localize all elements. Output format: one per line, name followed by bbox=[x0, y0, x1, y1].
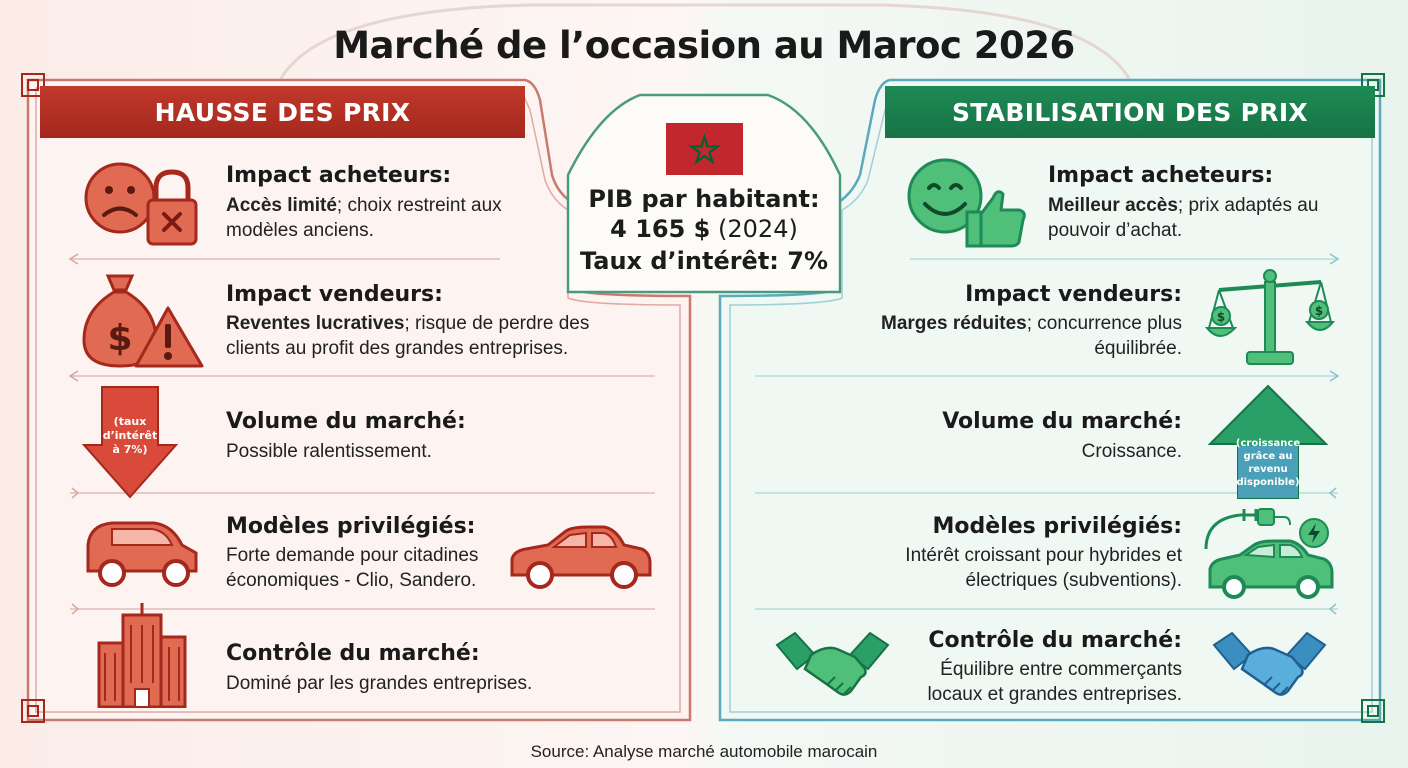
interest-rate: Taux d’intérêt: 7% bbox=[579, 247, 829, 275]
left-row2-text: Reventes lucratives; risque de perdre de… bbox=[226, 311, 626, 361]
right-row2-rest: ; concurrence plus équilibrée. bbox=[1026, 313, 1182, 359]
banner-hausse: HAUSSE DES PRIX bbox=[40, 86, 525, 138]
left-row2-title: Impact vendeurs: bbox=[226, 282, 443, 307]
right-row1-bold: Meilleur accès bbox=[1048, 195, 1178, 216]
right-row1-title: Impact acheteurs: bbox=[1048, 163, 1274, 188]
pib-label: PIB par habitant: bbox=[588, 185, 820, 213]
money-bag-warning-icon: $ bbox=[82, 274, 204, 368]
handshake-blue-icon bbox=[1212, 631, 1327, 696]
right-row5-title: Contrôle du marché: bbox=[928, 628, 1182, 653]
pib-year: (2024) bbox=[718, 215, 798, 243]
source-note: Source: Analyse marché automobile maroca… bbox=[530, 742, 878, 761]
sedan-car-icon bbox=[510, 525, 652, 589]
pib-value: 4 165 $ bbox=[610, 215, 711, 243]
up-arrow-label: (croissance grâce au revenu disponible) bbox=[1235, 438, 1301, 488]
left-row3-title: Volume du marché: bbox=[226, 409, 466, 434]
handshake-icon bbox=[775, 631, 890, 696]
svg-text:$: $ bbox=[107, 318, 132, 359]
pib-value-line: 4 165 $ (2024) bbox=[575, 215, 833, 243]
right-row2-bold: Marges réduites bbox=[881, 313, 1027, 334]
left-row2-bold: Reventes lucratives bbox=[226, 313, 405, 334]
happy-face-thumbs-up-icon bbox=[907, 158, 1026, 248]
left-row1-rest: ; choix restreint aux modèles anciens. bbox=[226, 195, 502, 241]
left-row5-title: Contrôle du marché: bbox=[226, 641, 480, 666]
svg-text:$: $ bbox=[1217, 310, 1225, 324]
morocco-flag-icon bbox=[666, 123, 743, 175]
left-row1-title: Impact acheteurs: bbox=[226, 163, 452, 188]
left-row1-text: Accès limité; choix restreint aux modèle… bbox=[226, 193, 516, 243]
right-row5-text: Équilibre entre commerçants locaux et gr… bbox=[927, 659, 1182, 705]
office-building-icon bbox=[97, 603, 187, 708]
down-arrow-icon bbox=[82, 386, 178, 499]
svg-text:$: $ bbox=[1315, 304, 1323, 318]
right-row3-title: Volume du marché: bbox=[942, 409, 1182, 434]
left-row5-text: Dominé par les grandes entreprises. bbox=[226, 673, 533, 694]
left-row4-text: Forte demande pour citadines économiques… bbox=[226, 545, 479, 591]
left-row3-text: Possible ralentissement. bbox=[226, 441, 432, 462]
electric-car-icon bbox=[1204, 508, 1334, 599]
right-row1-rest: ; prix adaptés au pouvoir d’achat. bbox=[1048, 195, 1319, 241]
right-row2-title: Impact vendeurs: bbox=[965, 282, 1182, 307]
banner-stabilisation: STABILISATION DES PRIX bbox=[885, 86, 1375, 138]
right-row3-text: Croissance. bbox=[1081, 441, 1182, 462]
down-arrow-label: (taux d’intérêt à 7%) bbox=[102, 415, 158, 456]
left-row2-rest: ; risque de perdre des clients au profit… bbox=[226, 313, 590, 359]
right-row2-text: Marges réduites; concurrence plus équili… bbox=[880, 311, 1182, 361]
right-row1-text: Meilleur accès; prix adaptés au pouvoir … bbox=[1048, 193, 1328, 243]
city-car-icon bbox=[86, 521, 198, 587]
right-row4-text: Intérêt croissant pour hybrides et élect… bbox=[905, 545, 1182, 591]
left-row4-title: Modèles privilégiés: bbox=[226, 514, 476, 539]
left-row1-bold: Accès limité bbox=[226, 195, 337, 216]
right-row4-title: Modèles privilégiés: bbox=[932, 514, 1182, 539]
up-arrow-icon bbox=[1208, 384, 1328, 499]
pib-box: PIB par habitant: 4 165 $ (2024) Taux d’… bbox=[575, 175, 833, 275]
balance-scale-icon: $ $ bbox=[1205, 269, 1335, 365]
sad-face-lock-icon bbox=[84, 162, 198, 246]
page-title: Marché de l’occasion au Maroc 2026 bbox=[333, 24, 1075, 67]
